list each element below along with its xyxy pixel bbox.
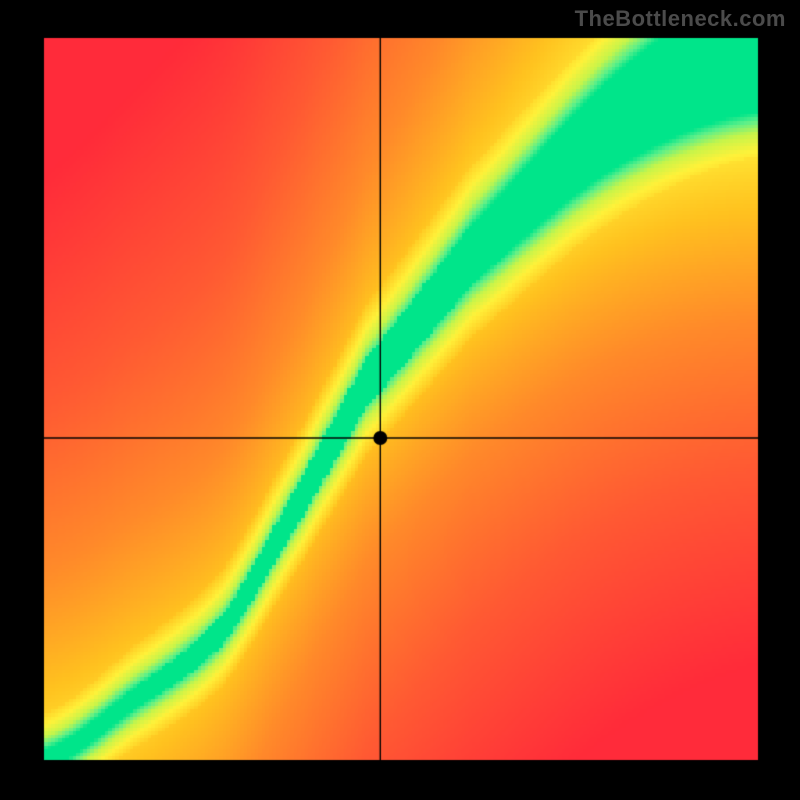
watermark-text: TheBottleneck.com (575, 6, 786, 32)
figure-container: TheBottleneck.com (0, 0, 800, 800)
heatmap-canvas (0, 0, 800, 800)
